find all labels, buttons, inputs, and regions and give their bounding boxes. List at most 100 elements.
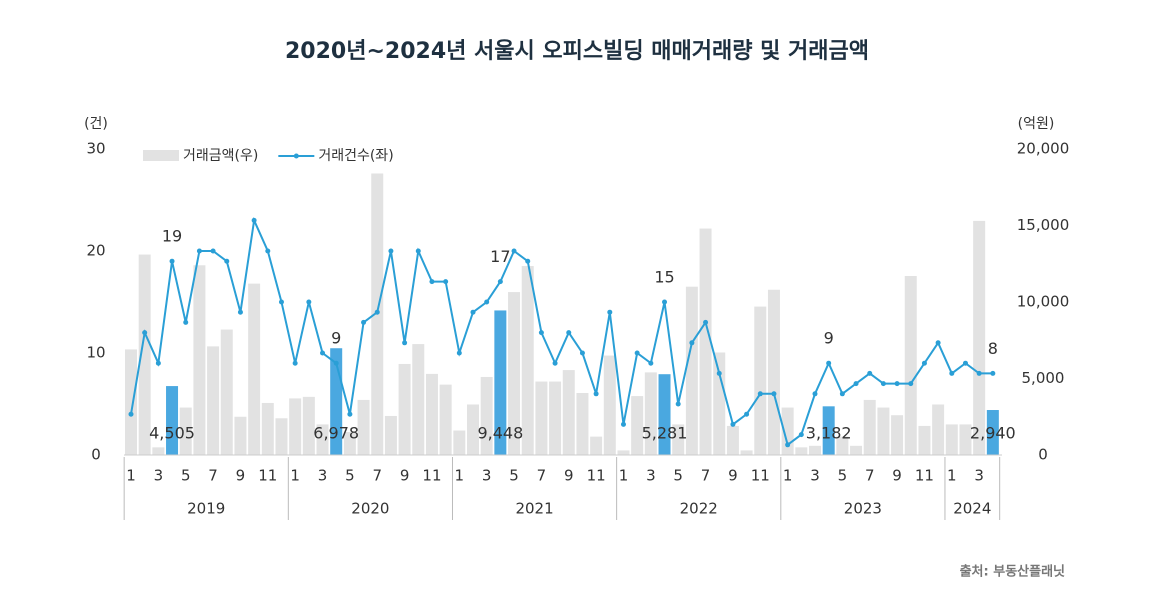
x-tick-label: 11 [915,467,934,485]
bar [617,450,630,455]
bar [850,445,863,455]
x-tick-label: 5 [509,467,519,485]
bar [384,415,397,455]
bar [836,436,849,455]
year-label: 2023 [844,500,882,518]
bar [521,266,534,455]
line-point [607,309,613,315]
x-tick-label: 3 [154,467,164,485]
bar [316,424,329,455]
line-point [867,370,873,376]
bar-value-label: 4,505 [149,424,195,443]
bar [261,402,274,455]
line-point [415,248,421,254]
bar [357,399,370,455]
bar [973,220,986,455]
line-point [320,350,326,356]
line-point [812,391,818,397]
line-value-label: 17 [490,247,510,266]
year-label: 2020 [351,500,389,518]
legend-label: 거래건수(좌) [318,148,393,164]
y-tick-label: 0 [91,446,101,464]
line-value-label: 8 [988,339,998,358]
x-tick-label: 7 [537,467,547,485]
line-point [511,248,517,254]
bar [562,370,575,455]
line-point [908,381,914,387]
bar [904,275,917,455]
line-point [128,411,134,417]
line-point [155,360,161,366]
bar [809,445,821,455]
legend-label: 거래금액(우) [183,148,258,164]
y2-tick-label: 20,000 [1017,140,1070,158]
line-point [443,279,449,285]
bar [179,407,192,455]
bar [631,396,644,455]
line-point [921,360,927,366]
line-point [962,360,968,366]
bar [398,363,411,455]
line-point [935,340,941,346]
bar [425,373,438,455]
bar [480,376,493,455]
x-tick-label: 9 [236,467,246,485]
x-tick-label: 7 [701,467,711,485]
x-tick-label: 1 [783,467,793,485]
bar [343,432,356,455]
bar [891,415,904,455]
bar [289,398,302,455]
y2-tick-label: 5,000 [1022,369,1065,387]
line-point [361,319,367,325]
line-point [183,319,189,325]
bar [932,404,945,455]
x-tick-label: 9 [892,467,902,485]
line-point [880,381,886,387]
bar [877,407,890,455]
bar-value-label: 3,182 [806,424,852,443]
line-point [689,340,695,346]
line-point [566,330,572,336]
x-tick-label: 11 [587,467,606,485]
line-point [744,411,750,417]
line-point [210,248,216,254]
bar [863,399,876,455]
x-tick-label: 1 [455,467,465,485]
bar [672,424,685,455]
line-point [525,258,531,264]
y2-tick-label: 0 [1038,446,1048,464]
bar [166,386,179,455]
x-tick-label: 3 [810,467,820,485]
line-point [675,401,681,407]
year-label: 2021 [515,500,553,518]
bar [412,344,425,455]
bar [576,393,589,455]
line-point [333,360,339,366]
x-tick-label: 3 [318,467,328,485]
x-tick-label: 3 [974,467,984,485]
line-point [224,258,230,264]
line-point [593,391,599,397]
line-point [142,330,148,336]
x-tick-label: 7 [372,467,382,485]
x-tick-label: 1 [290,467,300,485]
x-tick-label: 5 [838,467,848,485]
year-label: 2024 [953,500,991,518]
bar [453,430,466,455]
line-point [237,309,243,315]
bar [275,418,288,455]
line-point [265,248,271,254]
bar-value-label: 2,940 [970,424,1016,443]
bar [986,410,999,455]
y-tick-label: 30 [86,140,105,158]
x-tick-label: 11 [258,467,277,485]
line-point [347,411,353,417]
bar [494,310,507,455]
bar [439,384,452,455]
x-tick-label: 3 [646,467,656,485]
line-point [853,381,859,387]
line-point [374,309,380,315]
bar [125,349,137,455]
y-tick-label: 10 [86,344,105,362]
